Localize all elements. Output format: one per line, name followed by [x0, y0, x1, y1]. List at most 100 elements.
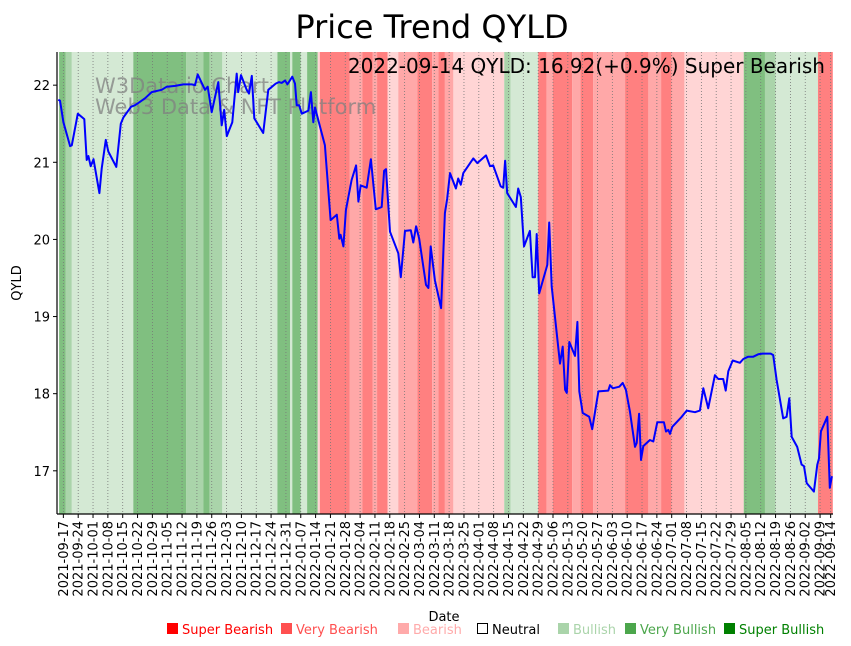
regime-band-very-bullish [209, 52, 223, 514]
x-tick-label: 2022-05-27 [591, 521, 606, 597]
x-tick-label: 2022-08-19 [769, 521, 784, 597]
regime-band-super-bearish [319, 52, 350, 514]
legend-label: Bearish [413, 623, 462, 638]
latest-price-annotation: 2022-09-14 QYLD: 16.92(+0.9%) Super Bear… [348, 54, 825, 78]
price-line [57, 72, 833, 493]
regime-band-bearish [684, 52, 744, 514]
x-tick-label: 2021-12-17 [250, 521, 265, 597]
x-tick-label: 2022-04-15 [502, 521, 517, 597]
regime-band-very-bearish [546, 52, 553, 514]
x-tick-label: 2022-06-03 [606, 521, 621, 597]
x-tick-label: 2022-01-07 [294, 521, 309, 597]
x-tick-label: 2022-02-25 [398, 521, 413, 597]
x-tick-label: 2022-06-10 [621, 521, 636, 597]
regime-band-very-bullish [504, 52, 511, 514]
y-tick-label: 22 [33, 79, 50, 94]
x-tick-label: 2021-11-19 [190, 521, 205, 597]
x-tick-label: 2021-12-24 [265, 521, 280, 597]
regime-band-very-bearish [398, 52, 418, 514]
x-tick-label: 2022-02-18 [383, 521, 398, 597]
legend-label: Super Bullish [739, 623, 824, 638]
x-tick-label: 2022-01-14 [309, 521, 324, 597]
x-tick-label: 2022-05-13 [561, 521, 576, 597]
x-tick-label: 2021-12-31 [279, 521, 294, 597]
x-tick-label: 2022-04-08 [487, 521, 502, 597]
regime-band-super-bearish [362, 52, 373, 514]
x-tick-label: 2021-10-22 [131, 521, 146, 597]
legend-item-neutral: Neutral [477, 623, 540, 638]
regime-band-super-bearish [661, 52, 672, 514]
regime-band-bullish [510, 52, 539, 514]
x-tick-label: 2021-10-15 [116, 521, 131, 597]
x-tick-label: 2021-10-29 [146, 521, 161, 597]
x-tick-label: 2022-07-01 [665, 521, 680, 597]
regime-band-bullish [775, 52, 818, 514]
regime-band-super-bullish [743, 52, 765, 514]
x-tick-label: 2022-04-01 [472, 521, 487, 597]
legend-label: Very Bearish [296, 623, 378, 638]
x-tick-label: 2022-07-08 [680, 521, 695, 597]
regime-band-bearish [317, 52, 320, 514]
x-tick-label: 2021-12-03 [220, 521, 235, 597]
x-tick-label: 2022-09-14 [824, 521, 839, 597]
legend-item-very-bullish: Very Bullish [625, 623, 716, 638]
regime-band-very-bullish [65, 52, 72, 514]
regime-band-super-bearish [817, 52, 833, 514]
regime-band-super-bearish [377, 52, 388, 514]
legend-item-bearish: Bearish [398, 623, 462, 638]
regime-band-super-bearish [625, 52, 649, 514]
regime-band-super-bearish [552, 52, 573, 514]
regime-bands [59, 52, 833, 514]
regime-band-bullish [300, 52, 308, 514]
legend-label: Very Bullish [640, 623, 716, 638]
x-tick-label: 2021-10-08 [101, 521, 116, 597]
legend-swatch [281, 623, 292, 634]
y-tick-label: 19 [33, 311, 50, 326]
legend-item-bullish: Bullish [558, 623, 616, 638]
regime-band-bullish [71, 52, 134, 514]
chart-title: Price Trend QYLD [295, 8, 568, 46]
regime-band-super-bearish [580, 52, 594, 514]
x-tick-label: 2022-07-15 [695, 521, 710, 597]
legend-swatch [398, 623, 409, 634]
legend: Super Bearish Very Bearish Bearish Neutral B… [167, 623, 824, 638]
x-tick-label: 2022-09-09 [814, 521, 829, 597]
legend-swatch [724, 623, 735, 634]
regime-band-very-bearish [349, 52, 363, 514]
x-tick-label: 2022-06-17 [636, 521, 651, 597]
y-axis-label: QYLD [10, 265, 25, 300]
x-tick-label: 2021-10-01 [87, 521, 102, 597]
x-tick-label: 2021-12-10 [235, 521, 250, 597]
x-tick-label: 2022-01-21 [324, 521, 339, 597]
regime-band-bullish [290, 52, 293, 514]
legend-item-super-bullish: Super Bullish [724, 623, 824, 638]
legend-label: Super Bearish [182, 623, 273, 638]
x-tick-label: 2022-03-04 [413, 521, 428, 597]
regime-band-very-bearish [671, 52, 685, 514]
regime-band-super-bullish [277, 52, 291, 514]
y-tick-label: 20 [33, 233, 50, 248]
y-tick-label: 21 [33, 156, 50, 171]
axes: 2021-09-17 2021-09-24 2021-10-01 2021-10-08… [33, 52, 839, 597]
x-tick-label: 2022-08-26 [784, 521, 799, 597]
y-tick-label: 17 [33, 465, 50, 480]
x-tick-label: 2021-09-24 [72, 521, 87, 597]
regime-band-very-bearish [593, 52, 626, 514]
regime-band-very-bearish [648, 52, 662, 514]
legend-item-super-bearish: Super Bearish [167, 623, 273, 638]
x-tick-label: 2022-03-11 [428, 521, 443, 597]
legend-swatch [625, 623, 636, 634]
watermark-line-2: Web3 Data & NFT Platform [95, 95, 376, 119]
regime-band-super-bullish [59, 52, 66, 514]
x-tick-label: 2021-11-26 [205, 521, 220, 597]
legend-swatch [558, 623, 569, 634]
x-tick-label: 2022-08-05 [739, 521, 754, 597]
x-tick-label: 2021-11-05 [161, 521, 176, 597]
vertical-gridlines [62, 52, 832, 514]
x-tick-label: 2022-08-12 [754, 521, 769, 597]
x-tick-label: 2022-05-20 [576, 521, 591, 597]
regime-band-super-bullish [133, 52, 187, 514]
x-axis-label: Date [428, 610, 459, 625]
regime-band-bullish [222, 52, 278, 514]
